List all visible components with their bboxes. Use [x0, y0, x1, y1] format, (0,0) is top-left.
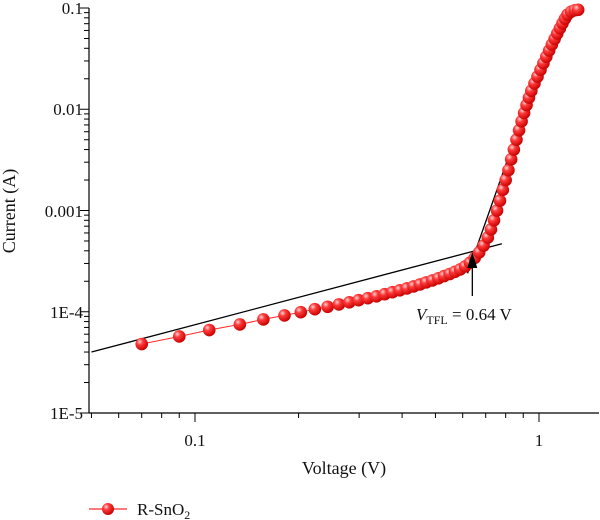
data-point — [487, 214, 501, 227]
vtfl-label: VTFL = 0.64 V — [416, 305, 513, 327]
y-tick-label: 1E-4 — [50, 303, 84, 322]
data-point — [499, 173, 512, 187]
data-point — [278, 309, 291, 322]
legend-subscript: 2 — [184, 508, 190, 520]
data-point — [202, 323, 216, 337]
data-point — [496, 183, 510, 197]
fit-line — [91, 243, 503, 353]
data-point — [490, 204, 504, 217]
data-point — [308, 302, 322, 316]
x-axis-title: Voltage (V) — [302, 458, 386, 479]
series-line — [141, 9, 579, 345]
data-point — [504, 153, 518, 166]
y-tick-label: 1E-5 — [50, 404, 83, 423]
y-tick-label: 0.1 — [62, 0, 83, 18]
vtfl-annotation: VTFL = 0.64 V — [416, 252, 513, 327]
axis-ticks — [80, 7, 540, 422]
data-point — [502, 163, 515, 177]
data-point — [135, 337, 149, 351]
data-point — [233, 318, 247, 331]
legend-marker — [102, 503, 114, 515]
data-point — [571, 3, 585, 17]
data-point — [294, 305, 308, 319]
legend-label: R-SnO2 — [137, 500, 190, 520]
data-point — [510, 133, 523, 147]
y-tick-label: 0.01 — [53, 100, 83, 119]
x-tick-label: 0.1 — [184, 431, 205, 450]
data-point — [507, 143, 521, 156]
data-point — [257, 313, 270, 326]
data-series — [135, 3, 585, 351]
data-point — [332, 298, 346, 311]
data-point — [321, 300, 334, 314]
annotation-arrowhead — [467, 252, 478, 268]
x-tick-label: 1 — [535, 431, 544, 450]
vtfl-value: = 0.64 V — [448, 305, 513, 324]
data-point — [172, 330, 186, 343]
y-axis-title: Current (A) — [0, 169, 20, 253]
data-point — [493, 194, 507, 207]
y-tick-label: 0.001 — [45, 202, 83, 221]
vtfl-subscript: TFL — [426, 313, 447, 327]
legend-series-name: R-SnO — [137, 500, 184, 519]
vtfl-italic: V — [416, 305, 429, 324]
legend: R-SnO2 — [89, 500, 190, 520]
